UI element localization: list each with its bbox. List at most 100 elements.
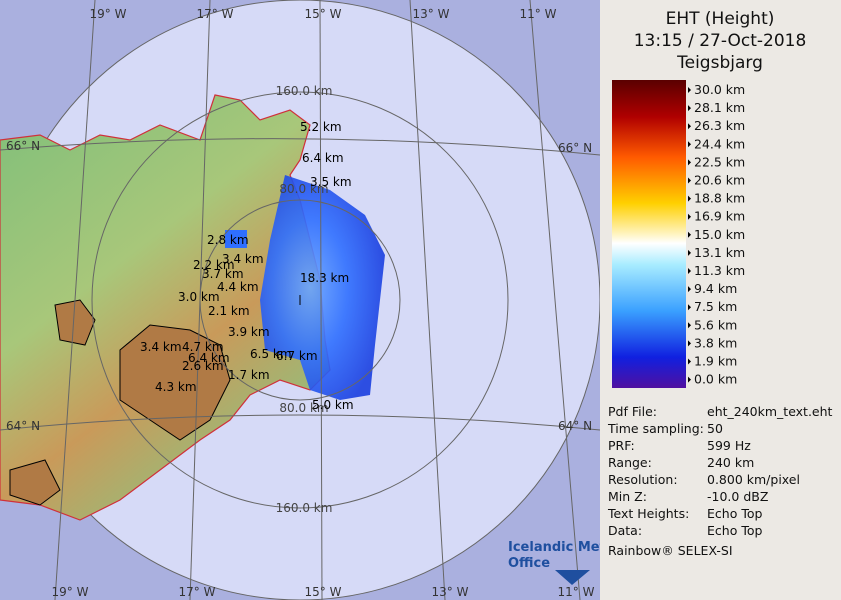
echo-label: 4.7 km [182, 340, 224, 354]
lon-label: 17° W [197, 7, 234, 21]
legend-label: 22.5 km [694, 154, 745, 169]
echo-label: 2.6 km [182, 359, 224, 373]
legend: 30.0 km 28.1 km 26.3 km 24.4 km 22.5 km 20.6 … [688, 82, 745, 387]
info-key: Resolution: [608, 472, 678, 487]
echo-label: 3.5 km [310, 175, 352, 189]
lat-label: 66° N [558, 141, 592, 155]
side-panel: EHT (Height) 13:15 / 27-Oct-2018 Teigsbj… [607, 9, 833, 558]
legend-label: 5.6 km [694, 317, 737, 332]
legend-label: 30.0 km [694, 82, 745, 97]
ring-label: 80.0 km [279, 401, 328, 415]
legend-label: 7.5 km [694, 299, 737, 314]
graticule [0, 0, 600, 600]
info-key: Text Heights: [607, 506, 689, 521]
lon-label: 17° W [179, 585, 216, 599]
info-value: 50 [707, 421, 723, 436]
legend-label: 0.0 km [694, 372, 737, 387]
lon-label: 15° W [305, 585, 342, 599]
lon-label: 19° W [52, 585, 89, 599]
echo-label: 4.4 km [217, 280, 259, 294]
lon-label: 11° W [558, 585, 595, 599]
legend-tick [688, 358, 691, 365]
info-key: PRF: [608, 438, 635, 453]
legend-label: 9.4 km [694, 281, 737, 296]
info-key: Pdf File: [608, 404, 657, 419]
glacier [119, 324, 231, 441]
echo-label: 5.2 km [300, 120, 342, 134]
legend-tick [688, 123, 691, 130]
echo-label: 2.2 km [193, 258, 235, 272]
lon-label: 13° W [432, 585, 469, 599]
legend-tick [688, 195, 691, 202]
glacier [9, 459, 61, 506]
echo-label: 3.4 km [140, 340, 182, 354]
logo-text: Icelandic Met [508, 540, 606, 555]
info-key: Data: [608, 523, 642, 538]
radar-echo [225, 230, 247, 248]
echo-label: 4.3 km [155, 380, 197, 394]
info-key: Time sampling: [607, 421, 704, 436]
echo-label: 6.4 km [188, 351, 230, 365]
lat-label: 64° N [6, 419, 40, 433]
legend-label: 11.3 km [694, 263, 745, 278]
glacier [54, 299, 96, 346]
legend-tick [688, 87, 691, 93]
radar-echo [260, 175, 385, 400]
panel-title: EHT (Height) [666, 9, 775, 29]
info-key: Min Z: [608, 489, 647, 504]
panel-time: 13:15 / 27-Oct-2018 [634, 31, 807, 51]
ring-label: 160.0 km [276, 84, 333, 98]
info-key: Range: [608, 455, 652, 470]
legend-tick [688, 286, 691, 293]
ring-label: 160.0 km [276, 501, 333, 515]
map: 19° W 17° W 15° W 13° W 11° W 19° W 17° … [0, 0, 606, 600]
logo-mark [555, 570, 590, 585]
echo-label: 3.0 km [178, 290, 220, 304]
legend-label: 24.4 km [694, 136, 745, 151]
info-value: 240 km [707, 455, 754, 470]
lon-label: 15° W [305, 7, 342, 21]
info-value: 599 Hz [707, 438, 751, 453]
lon-label: 19° W [90, 7, 127, 21]
echo-label: 6.4 km [302, 151, 344, 165]
legend-label: 28.1 km [694, 100, 745, 115]
legend-label: 16.9 km [694, 209, 745, 224]
legend-tick [688, 340, 691, 347]
lon-label: 13° W [413, 7, 450, 21]
legend-tick [688, 105, 691, 112]
legend-label: 18.8 km [694, 191, 745, 206]
legend-label: 1.9 km [694, 354, 737, 369]
info-value: -10.0 dBZ [707, 489, 768, 504]
echo-label: 3.4 km [222, 252, 264, 266]
panel-station: Teigsbjarg [676, 53, 763, 73]
legend-tick [688, 268, 691, 274]
echo-label: 1.7 km [228, 368, 270, 382]
lat-label: 64° N [558, 419, 592, 433]
info-value: Echo Top [707, 506, 762, 521]
legend-tick [688, 376, 691, 383]
legend-tick [688, 213, 691, 220]
echo-label: 6.5 km [250, 347, 292, 361]
legend-tick [688, 231, 691, 238]
lon-label: 11° W [520, 7, 557, 21]
echo-label: 6.7 km [276, 349, 318, 363]
echo-label: 18.3 km [300, 271, 349, 285]
legend-tick [688, 322, 691, 329]
color-bar [612, 80, 686, 388]
info-value: Echo Top [707, 523, 762, 538]
legend-label: 13.1 km [694, 245, 745, 260]
legend-label: 26.3 km [694, 118, 745, 133]
legend-tick [688, 141, 691, 148]
legend-label: 20.6 km [694, 173, 745, 188]
echo-label: 2.1 km [208, 304, 250, 318]
logo-text: Office [508, 556, 550, 571]
ring-label: 80.0 km [279, 182, 328, 196]
info-value: eht_240km_text.eht [707, 404, 833, 419]
echo-label: 3.9 km [228, 325, 270, 339]
echo-label: 3.7 km [202, 267, 244, 281]
lat-label: 66° N [6, 139, 40, 153]
legend-tick [688, 177, 691, 184]
info-value: 0.800 km/pixel [707, 472, 800, 487]
